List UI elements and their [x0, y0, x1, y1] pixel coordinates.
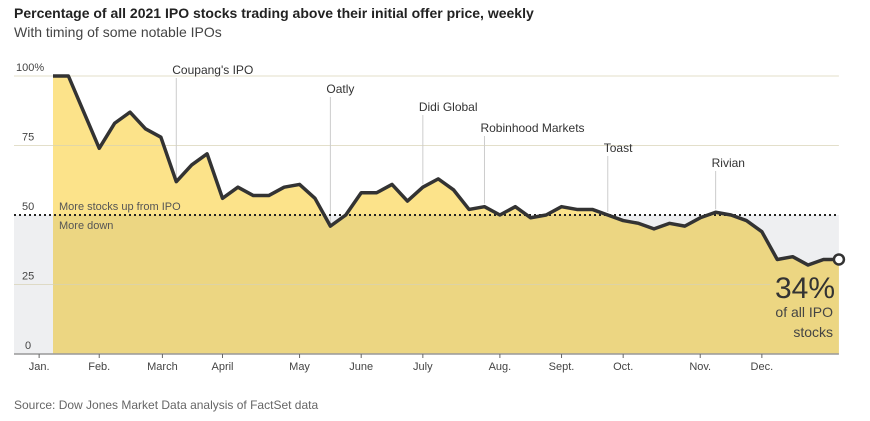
x-tick-label: May: [289, 361, 310, 373]
callout-line2: stocks: [793, 324, 833, 340]
y-tick-label: 0: [25, 340, 31, 352]
x-tick-label: Feb.: [88, 361, 110, 373]
callout-line1: of all IPO: [775, 304, 833, 320]
annotation-label: Coupang's IPO: [172, 63, 253, 77]
annotation-label: Robinhood Markets: [480, 121, 584, 135]
threshold-above-label: More stocks up from IPO: [59, 201, 181, 213]
x-tick-label: Sept.: [549, 361, 575, 373]
y-tick-label: 50: [22, 201, 34, 213]
annotation-label: Oatly: [326, 82, 354, 96]
callout-value: 34%: [775, 272, 835, 305]
x-tick-label: June: [349, 361, 373, 373]
y-tick-label: 100%: [16, 62, 44, 74]
x-tick-label: Oct.: [613, 361, 633, 373]
x-tick-label: Dec.: [751, 361, 774, 373]
area-above-threshold: [53, 76, 732, 215]
x-tick-label: April: [212, 361, 234, 373]
x-tick-label: July: [413, 361, 433, 373]
x-tick-label: March: [147, 361, 178, 373]
data-line: [53, 74, 839, 267]
annotation-label: Toast: [604, 141, 633, 155]
threshold-below-label: More down: [59, 220, 113, 232]
chart-subtitle: With timing of some notable IPOs: [14, 24, 222, 40]
data-point: [832, 253, 846, 266]
y-tick-label: 75: [22, 132, 34, 144]
annotation-label: Rivian: [712, 156, 745, 170]
x-tick-label: Aug.: [489, 361, 512, 373]
annotation-label: Didi Global: [419, 100, 478, 114]
source-note: Source: Dow Jones Market Data analysis o…: [14, 398, 319, 412]
y-tick-label: 25: [22, 271, 34, 283]
chart-title: Percentage of all 2021 IPO stocks tradin…: [14, 5, 534, 21]
x-tick-label: Nov.: [689, 361, 711, 373]
x-tick-label: Jan.: [29, 361, 50, 373]
